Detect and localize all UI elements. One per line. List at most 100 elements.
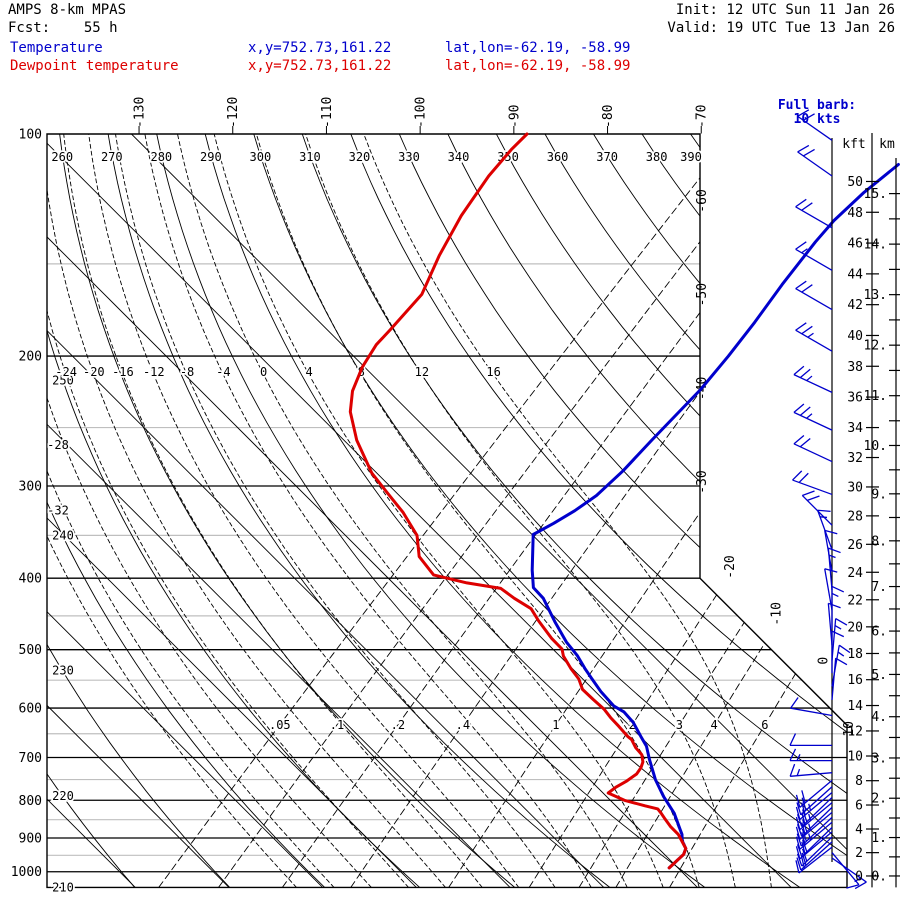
- wind-barb: [793, 365, 833, 393]
- svg-text:13.: 13.: [864, 288, 887, 303]
- svg-text:4: 4: [711, 718, 718, 732]
- wind-barb: [824, 568, 838, 611]
- svg-text:-12: -12: [143, 365, 165, 379]
- svg-text:46: 46: [847, 237, 863, 252]
- svg-text:40: 40: [847, 329, 863, 344]
- svg-text:260: 260: [51, 150, 73, 164]
- svg-text:24: 24: [847, 566, 863, 581]
- svg-text:28: 28: [847, 509, 863, 524]
- svg-text:1000: 1000: [11, 865, 42, 880]
- svg-text:-16: -16: [112, 365, 134, 379]
- svg-text:9.: 9.: [871, 487, 887, 502]
- svg-text:4: 4: [305, 365, 312, 379]
- svg-text:-60: -60: [695, 189, 710, 212]
- svg-text:30: 30: [847, 480, 863, 495]
- svg-text:270: 270: [101, 150, 123, 164]
- svg-text:-100: -100: [414, 97, 429, 128]
- legend-dewpoint-label: Dewpoint temperature: [10, 58, 179, 74]
- svg-text:600: 600: [19, 702, 42, 717]
- temperature-xy-readout: x,y=752.73,161.22: [248, 40, 392, 56]
- svg-text:300: 300: [250, 150, 272, 164]
- wind-barb: [795, 779, 833, 808]
- svg-text:310: 310: [299, 150, 321, 164]
- svg-text:16: 16: [486, 365, 500, 379]
- svg-text:-32: -32: [47, 504, 69, 518]
- svg-text:3.: 3.: [871, 751, 887, 766]
- svg-text:320: 320: [349, 150, 371, 164]
- svg-text:210: 210: [52, 880, 74, 894]
- wind-barb: [797, 144, 833, 177]
- wind-barb: [792, 470, 833, 496]
- wind-barb: [831, 617, 848, 661]
- svg-text:280: 280: [150, 150, 172, 164]
- svg-text:360: 360: [547, 150, 569, 164]
- svg-text:400: 400: [19, 572, 42, 587]
- svg-text:6: 6: [761, 718, 768, 732]
- svg-text:-90: -90: [507, 105, 522, 128]
- svg-text:3: 3: [676, 718, 683, 732]
- svg-text:km: km: [879, 137, 895, 152]
- svg-text:500: 500: [19, 643, 42, 658]
- svg-text:700: 700: [19, 751, 42, 766]
- svg-text:-4: -4: [216, 365, 230, 379]
- svg-text:1.: 1.: [871, 831, 887, 846]
- wind-barb: [795, 811, 833, 840]
- svg-text:.4: .4: [456, 718, 470, 732]
- wind-barb: [796, 816, 833, 847]
- wind-barb: [831, 585, 845, 629]
- svg-text:-24: -24: [55, 365, 77, 379]
- wind-barb: [789, 748, 832, 762]
- svg-text:-50: -50: [695, 283, 710, 306]
- wind-barb: [796, 836, 833, 867]
- svg-text:2: 2: [629, 718, 636, 732]
- svg-text:18: 18: [847, 647, 863, 662]
- svg-text:340: 340: [448, 150, 470, 164]
- svg-text:250: 250: [52, 374, 74, 388]
- wind-barb: [793, 403, 833, 431]
- wind-barb: [789, 763, 833, 777]
- svg-text:8: 8: [855, 774, 863, 789]
- svg-text:-8: -8: [180, 365, 194, 379]
- svg-text:kft: kft: [842, 137, 865, 152]
- svg-text:12.: 12.: [864, 339, 887, 354]
- svg-text:-20: -20: [83, 365, 105, 379]
- svg-text:14: 14: [847, 699, 863, 714]
- wind-barb: [796, 841, 833, 871]
- dewpoint-xy-readout: x,y=752.73,161.22: [248, 58, 392, 74]
- svg-text:26: 26: [847, 538, 863, 553]
- svg-text:240: 240: [52, 528, 74, 542]
- model-title: AMPS 8-km MPAS: [8, 2, 127, 18]
- svg-text:7.: 7.: [871, 580, 887, 595]
- wind-barb: [793, 434, 833, 463]
- dewpoint-latlon-readout: lat,lon=-62.19, -58.99: [445, 58, 631, 74]
- svg-text:42: 42: [847, 298, 863, 313]
- forecast-hour: Fcst: 55 h: [8, 20, 118, 36]
- wind-barb: [831, 657, 848, 701]
- wind-barb: [795, 821, 833, 850]
- legend-temperature-label: Temperature: [10, 40, 103, 56]
- temperature-latlon-readout: lat,lon=-62.19, -58.99: [445, 40, 631, 56]
- svg-text:900: 900: [19, 831, 42, 846]
- svg-text:200: 200: [19, 350, 42, 365]
- svg-text:-80: -80: [601, 105, 616, 128]
- svg-text:12: 12: [847, 724, 863, 739]
- wind-barb: [796, 806, 833, 838]
- svg-text:44: 44: [847, 267, 863, 282]
- init-time: Init: 12 UTC Sun 11 Jan 26: [675, 2, 895, 18]
- wind-barb: [831, 630, 845, 674]
- svg-text:6: 6: [855, 799, 863, 814]
- svg-text:.05: .05: [269, 718, 291, 732]
- svg-text:390: 390: [680, 150, 702, 164]
- svg-text:-70: -70: [695, 105, 710, 128]
- svg-text:-10: -10: [770, 602, 785, 625]
- svg-text:290: 290: [200, 150, 222, 164]
- svg-text:48: 48: [847, 206, 863, 221]
- svg-text:16: 16: [847, 673, 863, 688]
- wind-barb: [827, 547, 841, 591]
- wind-barb: [790, 697, 833, 717]
- svg-text:5.: 5.: [871, 668, 887, 683]
- wind-barb: [796, 786, 833, 816]
